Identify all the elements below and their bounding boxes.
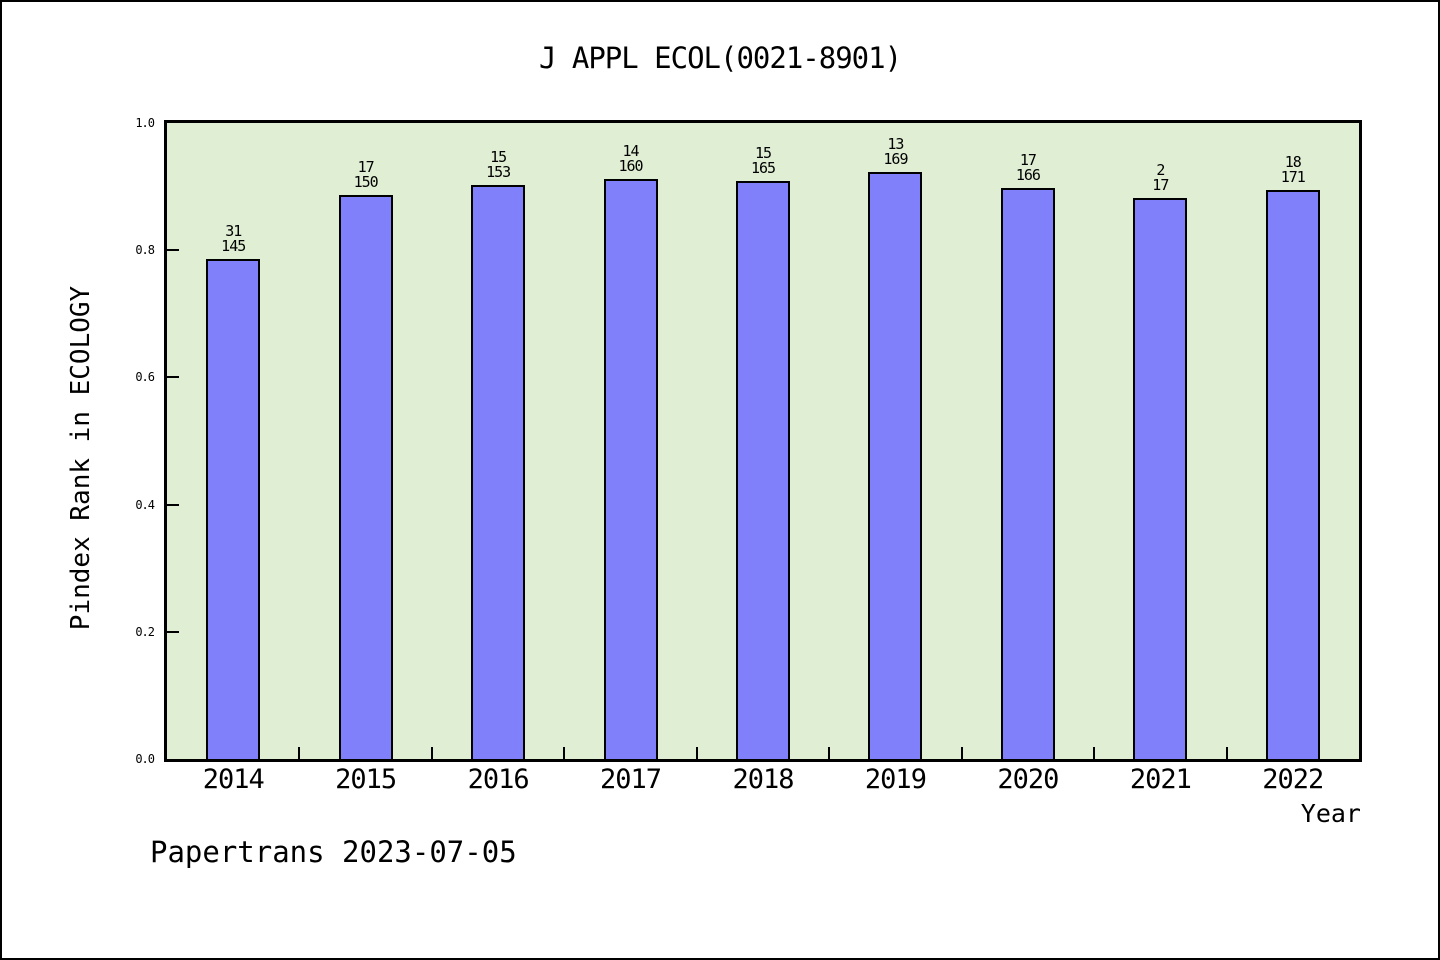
y-tick-label: 0.6: [135, 370, 155, 385]
x-category-label: 2022: [1262, 764, 1324, 795]
bar-2022: [1265, 189, 1320, 759]
bar-value-label: 15 165: [750, 143, 776, 177]
x-minor-tick-mark: [960, 747, 963, 759]
bar-value-label: 14 160: [618, 141, 644, 175]
y-tick-mark: [167, 249, 179, 252]
x-category-label: 2016: [467, 764, 530, 795]
y-tick-mark: [167, 503, 179, 506]
chart-title: J APPL ECOL(0021-8901): [538, 41, 902, 75]
x-axis-title: Year: [1300, 799, 1361, 828]
y-tick-label: 0.0: [135, 752, 155, 766]
x-category-label: 2014: [202, 764, 265, 795]
x-minor-tick-mark: [828, 747, 831, 759]
bar-value-label: 31 145: [221, 221, 246, 255]
bar-2019: [868, 171, 923, 759]
bar-2016: [471, 185, 526, 759]
x-category-label: 2015: [335, 764, 397, 795]
bar-value-label: 13 169: [883, 134, 908, 168]
y-tick-label: 0.8: [135, 243, 155, 258]
bar-2014: [206, 258, 261, 759]
x-category-label: 2017: [600, 764, 662, 795]
x-minor-tick-mark: [1093, 747, 1096, 759]
bar-value-label: 2 17: [1152, 160, 1169, 194]
y-axis-title: Pindex Rank in ECOLOGY: [66, 285, 96, 631]
watermark-text: Papertrans 2023-07-05: [150, 835, 517, 869]
bar-value-label: 18 171: [1280, 152, 1306, 186]
bar-2021: [1133, 197, 1188, 759]
x-minor-tick-mark: [298, 747, 301, 759]
y-tick-label: 0.4: [135, 497, 155, 512]
bar-2017: [603, 178, 658, 759]
x-category-label: 2019: [864, 764, 927, 795]
x-minor-tick-mark: [1225, 747, 1228, 759]
x-category-label: 2018: [732, 764, 794, 795]
x-minor-tick-mark: [430, 747, 433, 759]
x-minor-tick-mark: [695, 747, 698, 759]
bar-value-label: 17 150: [353, 158, 379, 192]
bar-2015: [338, 195, 393, 759]
bar-2018: [736, 180, 790, 759]
y-tick-label: 1.0: [135, 116, 155, 130]
y-tick-mark: [167, 630, 179, 633]
x-category-label: 2021: [1129, 764, 1192, 795]
x-category-label: 2020: [997, 764, 1059, 795]
plot-area: Year 0.0 0.2 0.4 0.6 0.8 1.0 31 145 2014 17 150 2…: [135, 116, 1362, 826]
bar-2020: [1000, 188, 1055, 759]
y-tick-mark: [167, 376, 179, 379]
y-tick-label: 0.2: [135, 624, 155, 639]
bar-value-label: 15 153: [486, 148, 511, 182]
x-minor-tick-mark: [563, 747, 566, 759]
bar-value-label: 17 166: [1015, 151, 1041, 185]
